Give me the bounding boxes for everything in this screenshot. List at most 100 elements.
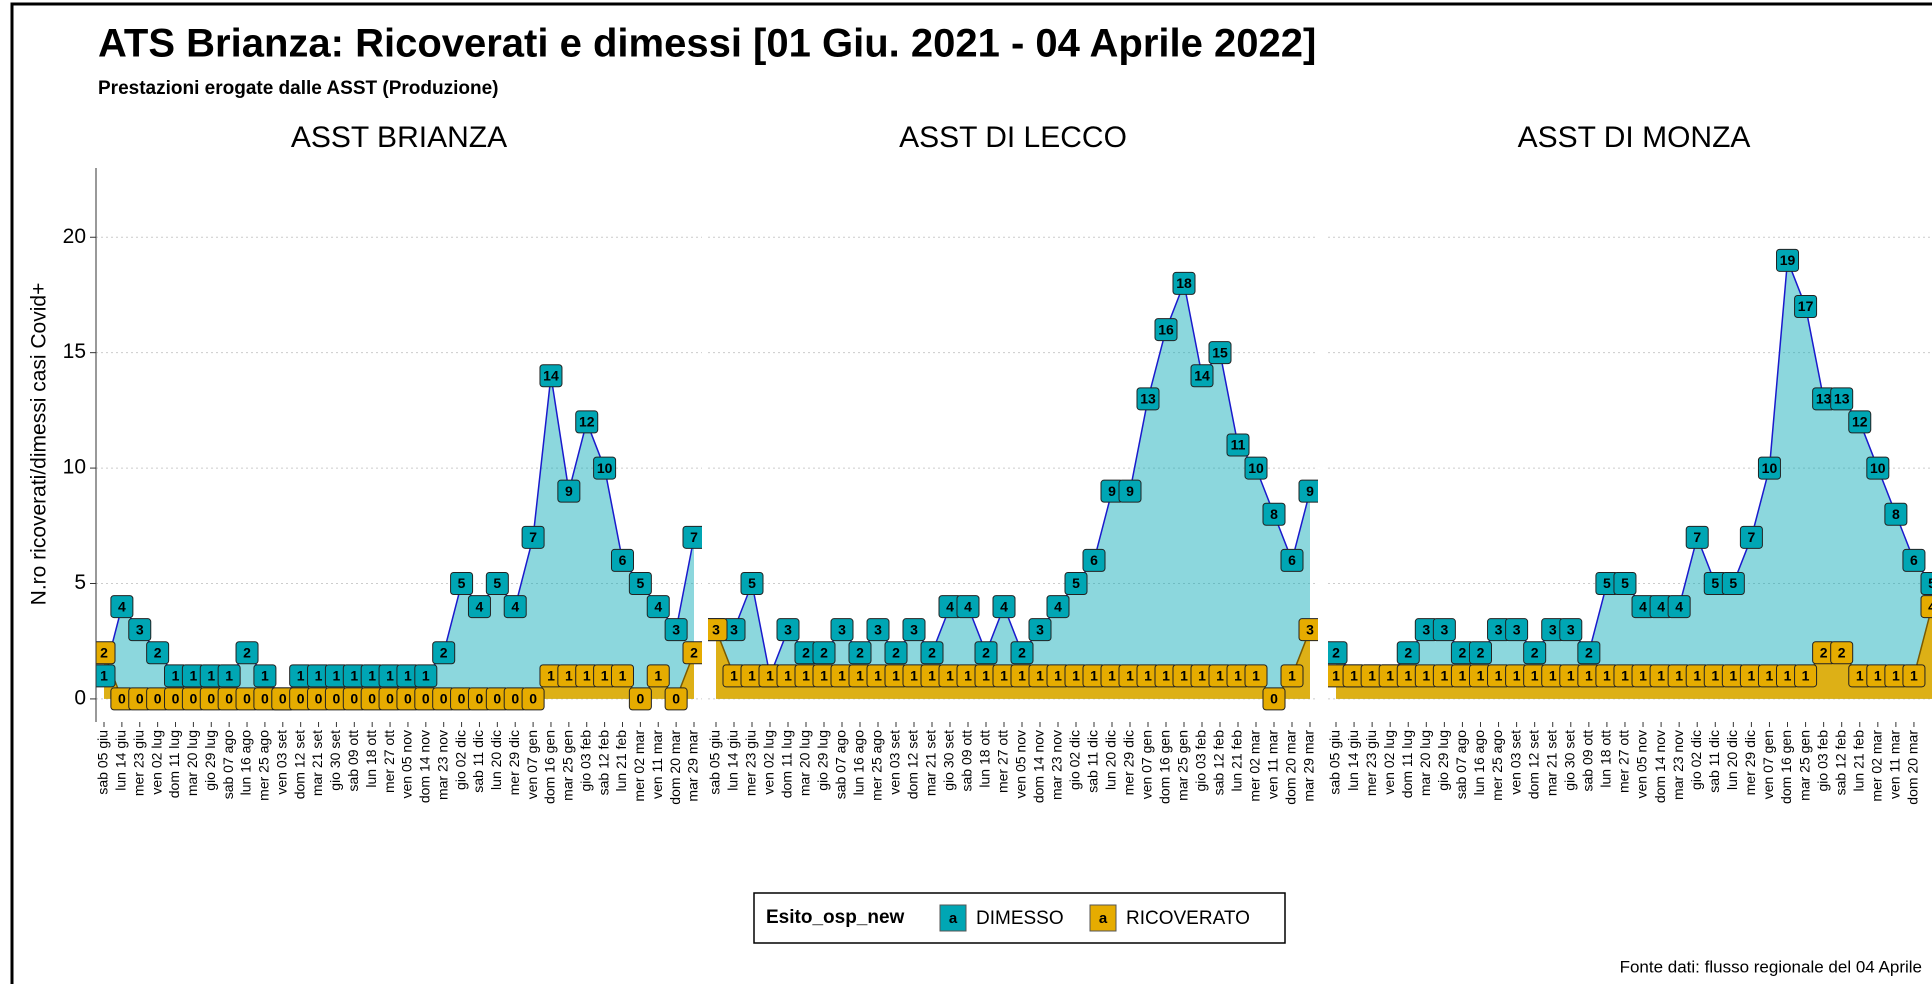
data-label-box [467, 595, 491, 619]
data-label: 1 [1711, 668, 1719, 684]
data-label: 2 [928, 644, 936, 660]
data-label: 1 [802, 668, 810, 684]
data-label: 5 [1729, 575, 1737, 591]
data-label: 1 [1639, 668, 1647, 684]
x-tick-label: mar 21 set [1543, 730, 1559, 796]
data-label: 1 [1784, 668, 1792, 684]
x-tick-label: sab 09 ott [1580, 730, 1596, 792]
x-tick-label: dom 11 lug [1399, 730, 1415, 798]
data-label: 1 [1675, 668, 1683, 684]
plot-area: 1432111121011111111254547149121065437200… [96, 236, 702, 711]
data-label: 8 [1270, 506, 1278, 522]
data-label-box [610, 664, 634, 688]
data-label: 0 [350, 691, 358, 707]
data-label: 0 [279, 691, 287, 707]
plot-area: 2111233223323325544475571019171313121086… [1328, 236, 1932, 700]
x-tick-label: lun 18 ott [977, 730, 993, 788]
data-label: 1 [874, 668, 882, 684]
x-tick-label: mar 25 gen [1175, 730, 1191, 801]
data-label: 1 [297, 668, 305, 684]
x-tick-label: mer 23 giu [1363, 730, 1379, 796]
data-label: 1 [207, 668, 215, 684]
data-label: 4 [1054, 598, 1062, 614]
x-tick-label: mer 02 mar [1869, 730, 1885, 802]
data-label-box [920, 641, 944, 665]
data-label: 0 [333, 691, 341, 707]
data-label-box [1172, 271, 1196, 295]
data-label-box [253, 664, 277, 688]
data-label-box [557, 479, 581, 503]
data-label-box [1208, 341, 1232, 365]
data-label: 7 [1747, 529, 1755, 545]
data-label-box [1064, 572, 1088, 595]
data-label: 3 [672, 621, 680, 637]
data-label: 2 [856, 644, 864, 660]
x-tick-label: lun 20 dic [488, 730, 504, 790]
data-label: 1 [1440, 668, 1448, 684]
data-label: 4 [1000, 598, 1008, 614]
data-label-box [1920, 572, 1932, 595]
x-tick-label: dom 16 gen [1778, 730, 1794, 804]
data-label: 1 [748, 668, 756, 684]
x-tick-label: lun 18 ott [363, 730, 379, 788]
x-tick-label: lun 21 feb [1850, 730, 1866, 792]
x-tick-label: ven 02 lug [148, 730, 164, 795]
x-tick-label: dom 12 set [905, 730, 921, 799]
data-label: 3 [1513, 621, 1521, 637]
data-label: 10 [1248, 460, 1264, 476]
y-axis-label: N.ro ricoverati/dimessi casi Covid+ [28, 283, 51, 606]
data-label-box [1920, 595, 1932, 619]
data-label: 13 [1834, 391, 1850, 407]
x-tick-label: ven 02 lug [761, 730, 777, 795]
data-label-box [708, 618, 728, 642]
data-label-box [1866, 456, 1890, 480]
x-tick-label: sab 11 dic [1085, 730, 1101, 793]
data-label-box [1028, 618, 1052, 642]
data-label: 4 [1639, 598, 1647, 614]
data-label: 2 [100, 644, 108, 660]
data-label-box [1830, 387, 1854, 411]
data-label: 1 [565, 668, 573, 684]
data-label: 1 [1252, 668, 1260, 684]
x-tick-label: mar 21 set [923, 730, 939, 796]
x-tick-label: gio 30 set [941, 730, 957, 791]
x-tick-label: dom 12 set [1525, 730, 1541, 799]
data-label: 3 [1036, 621, 1044, 637]
data-label: 17 [1798, 298, 1814, 314]
data-label: 6 [1910, 552, 1918, 568]
data-label: 0 [458, 691, 466, 707]
x-tick-label: gio 03 feb [1193, 730, 1209, 792]
data-label: 0 [404, 691, 412, 707]
data-label-box [974, 641, 998, 665]
x-tick-label: ven 05 nov [1013, 730, 1029, 799]
data-label-box [1721, 572, 1745, 595]
x-tick-label: sab 07 ago [1453, 730, 1469, 799]
data-label: 3 [712, 621, 720, 637]
data-label-box [1262, 502, 1286, 526]
data-label: 4 [118, 598, 126, 614]
data-label: 1 [1910, 668, 1918, 684]
data-label: 3 [838, 621, 846, 637]
data-label-box [1432, 618, 1456, 642]
data-label: 1 [1495, 668, 1503, 684]
facet-title: ASST DI LECCO [899, 121, 1127, 154]
x-tick-label: mar 20 lug [797, 730, 813, 796]
data-label: 1 [1108, 668, 1116, 684]
data-label: 0 [118, 691, 126, 707]
x-tick-label: mar 25 gen [1796, 730, 1812, 801]
x-tick-label: gio 03 feb [577, 730, 593, 792]
data-label: 0 [207, 691, 215, 707]
x-tick-label: lun 16 ago [1471, 730, 1487, 796]
data-label-box [539, 364, 563, 388]
x-tick-label: lun 14 giu [113, 730, 129, 791]
data-label: 1 [1386, 668, 1394, 684]
data-label: 0 [172, 691, 180, 707]
x-tick-label: ven 03 set [1507, 730, 1523, 795]
data-label-box [1118, 479, 1142, 503]
data-label: 7 [529, 529, 537, 545]
data-label: 0 [529, 691, 537, 707]
data-label: 0 [636, 691, 644, 707]
data-label-box [776, 618, 800, 642]
x-tick-label: sab 05 giu [1327, 730, 1343, 795]
series-area [104, 375, 694, 699]
